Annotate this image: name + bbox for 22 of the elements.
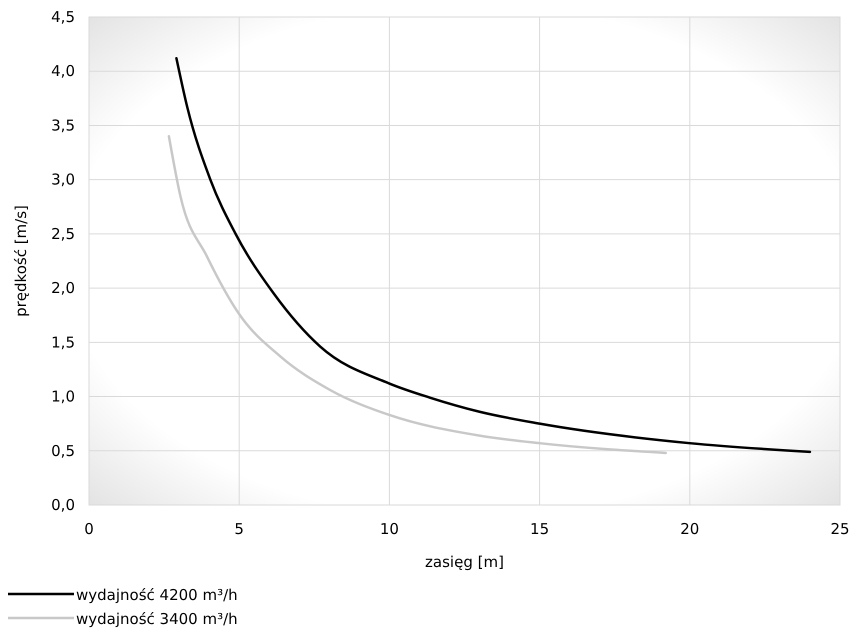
legend-label: wydajność 3400 m³/h: [76, 610, 238, 628]
y-tick-label: 1,0: [51, 388, 75, 406]
y-tick-label: 2,0: [51, 279, 75, 298]
y-tick-label: 1,5: [51, 333, 75, 352]
x-axis-title: zasięg [m]: [425, 553, 504, 571]
x-tick-label: 25: [830, 520, 850, 538]
y-tick-label: 4,5: [51, 8, 75, 26]
x-tick-label: 0: [84, 520, 94, 538]
line-series: [168, 135, 668, 454]
y-tick-label: 2,5: [51, 224, 75, 243]
line-series: [175, 56, 812, 454]
y-tick-label: 3,5: [51, 116, 75, 134]
x-tick-label: 10: [380, 520, 399, 538]
y-tick-label: 3,0: [51, 170, 75, 189]
x-tick-label: 5: [234, 520, 244, 538]
x-tick-label: 20: [680, 520, 700, 538]
y-axis-title: prędkość [m/s]: [12, 205, 30, 317]
x-tick-label: 15: [530, 520, 550, 538]
y-tick-label: 4,0: [51, 62, 75, 80]
y-tick-label: 0,5: [51, 442, 75, 460]
legend-label: wydajność 4200 m³/h: [76, 586, 238, 604]
y-tick-label: 0,0: [51, 496, 75, 514]
